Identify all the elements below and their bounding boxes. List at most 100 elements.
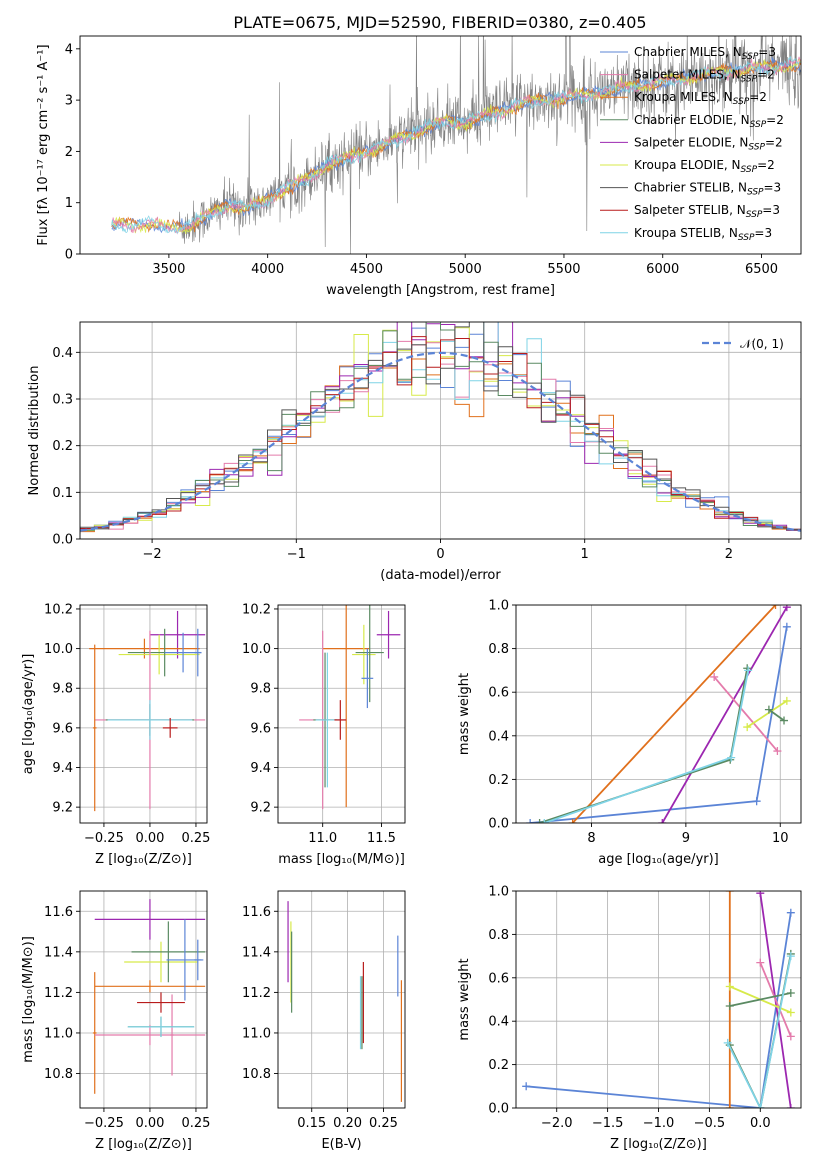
legend-entry: Chabrier ELODIE, NSSP=2 — [634, 113, 784, 130]
y-tick-label: 9.6 — [250, 721, 271, 736]
y-tick-label: 4 — [65, 42, 73, 57]
mass-weight-line — [571, 605, 777, 823]
y-tick-label: 1.0 — [488, 599, 509, 614]
x-tick-label: 6000 — [646, 262, 679, 277]
legend-suffix: =3 — [764, 181, 782, 195]
y-axis-label: mass [log₁₀(M/M⊙)] — [21, 936, 36, 1063]
x-tick-label: 2 — [725, 547, 733, 562]
x-axis-label: age [log₁₀(age/yr)] — [598, 852, 719, 867]
ssp-point-marker — [727, 753, 736, 762]
mass-weight-line — [729, 992, 791, 1007]
ssp-point-marker — [786, 1008, 795, 1017]
residual-histogram — [80, 322, 801, 535]
ssp-point-marker — [756, 958, 765, 967]
mass-weight-line — [746, 700, 788, 728]
x-tick-label: 8 — [587, 831, 595, 846]
x-tick-label: 0.15 — [297, 1116, 326, 1131]
legend-entry: Kroupa ELODIE, NSSP=2 — [634, 158, 775, 175]
x-tick-label: 0.20 — [333, 1116, 362, 1131]
x-axis-label: wavelength [Angstrom, rest frame] — [326, 283, 555, 298]
axes-frame — [79, 604, 208, 824]
y-axis-label: mass weight — [457, 673, 472, 755]
x-tick-label: −0.25 — [84, 831, 124, 846]
legend-suffix: =3 — [762, 203, 780, 217]
panel-weight-vs-Z: −2.0 −1.5 −1.0 −0.5 0.0 0.0 0.2 0.4 0.6 0.8 1.0 Z [… — [457, 885, 802, 1152]
legend-label: Kroupa ELODIE, N — [634, 158, 741, 172]
mass-weight-line — [661, 606, 788, 823]
plot-area — [80, 322, 801, 539]
axes-frame — [79, 890, 208, 1109]
legend-label: Salpeter STELIB, N — [634, 203, 746, 217]
legend-label: Chabrier ELODIE, N — [634, 113, 750, 127]
x-axis-label: E(B-V) — [321, 1137, 361, 1152]
legend: Chabrier MILES, NSSP=3 Salpeter MILES, NS… — [600, 45, 784, 243]
y-tick-label: 10.0 — [242, 642, 271, 657]
y-tick-label: 9.2 — [52, 801, 73, 816]
legend-suffix: =3 — [758, 45, 776, 59]
legend-subscript: SSP — [747, 188, 764, 198]
y-tick-label: 0.2 — [488, 1058, 509, 1073]
y-tick-label: 0.8 — [488, 928, 509, 943]
y-tick-label: 11.6 — [242, 905, 271, 920]
ssp-point-marker — [756, 1104, 765, 1108]
ssp-point-marker — [786, 1032, 795, 1041]
legend-suffix: =2 — [749, 90, 767, 104]
x-axis-label: Z [log₁₀(Z/Z⊙)] — [95, 852, 192, 867]
ssp-point-marker — [744, 666, 753, 675]
y-tick-label: 0.0 — [488, 817, 509, 832]
x-tick-label: 9 — [682, 831, 690, 846]
x-axis-label: (data-model)/error — [380, 568, 501, 583]
ssp-point-marker — [764, 705, 773, 714]
plot-area — [80, 605, 207, 823]
legend-entry: Salpeter ELODIE, NSSP=2 — [634, 135, 783, 152]
legend-entry: Salpeter MILES, NSSP=2 — [634, 68, 775, 85]
plot-area — [111, 36, 801, 254]
y-tick-label: 3 — [65, 94, 73, 109]
x-tick-label: −2 — [143, 547, 162, 562]
legend-entry: 𝒩(0, 1) — [740, 337, 784, 351]
mass-weight-line — [526, 912, 792, 1108]
legend-entry: Chabrier MILES, NSSP=3 — [634, 45, 776, 62]
y-tick-label: 0.4 — [488, 1015, 509, 1030]
x-tick-label: 0.00 — [135, 831, 164, 846]
ssp-point-marker — [786, 952, 795, 961]
y-axis-label: age [log₁₀(age/yr)] — [21, 654, 36, 775]
ssp-point-marker — [725, 982, 734, 991]
plot-area — [278, 605, 405, 823]
y-tick-label: 0.2 — [52, 439, 73, 454]
x-axis-label: Z [log₁₀(Z/Z⊙)] — [95, 1137, 192, 1152]
x-tick-label: −2.0 — [541, 1116, 573, 1131]
panel-weight-vs-age: 8 9 10 0.0 0.2 0.4 0.6 0.8 1.0 age [log₁₀(age/yr)… — [457, 599, 802, 867]
legend-subscript: SSP — [738, 233, 755, 243]
legend-subscript: SSP — [741, 75, 758, 85]
legend-subscript: SSP — [748, 142, 765, 152]
x-tick-label: 0.25 — [181, 1116, 210, 1131]
y-tick-label: 0.4 — [488, 729, 509, 744]
y-tick-label: 0.8 — [488, 642, 509, 657]
x-tick-label: −1.0 — [643, 1116, 675, 1131]
y-axis-label: mass weight — [457, 958, 472, 1040]
plot-area — [80, 891, 207, 1108]
y-tick-label: 9.4 — [250, 761, 271, 776]
legend-label: Kroupa STELIB, N — [634, 226, 738, 240]
legend-entry: Salpeter STELIB, NSSP=3 — [634, 203, 780, 220]
x-tick-label: 4500 — [350, 262, 383, 277]
figure-title: PLATE=0675, MJD=52590, FIBERID=0380, z=0… — [233, 13, 646, 32]
y-tick-label: 0.3 — [52, 393, 73, 408]
x-tick-label: 11.0 — [308, 831, 337, 846]
y-tick-label: 0.0 — [52, 533, 73, 548]
x-tick-label: 0.25 — [369, 1116, 398, 1131]
y-tick-label: 11.0 — [44, 1026, 73, 1041]
mass-weight-line — [539, 668, 749, 823]
x-tick-label: −0.25 — [84, 1116, 124, 1131]
x-tick-label: −1.5 — [592, 1116, 624, 1131]
ssp-point-marker — [782, 622, 791, 631]
ssp-point-marker — [522, 1082, 531, 1091]
y-tick-label: 10.2 — [44, 602, 73, 617]
y-tick-label: 9.8 — [250, 682, 271, 697]
ssp-point-marker — [782, 605, 791, 612]
mass-weight-line — [530, 626, 788, 823]
y-axis-label: Flux [fλ 10⁻¹⁷ erg cm⁻² s⁻¹ A⁻¹] — [36, 44, 51, 245]
ssp-point-marker — [743, 723, 752, 732]
legend-suffix: =2 — [766, 113, 784, 127]
